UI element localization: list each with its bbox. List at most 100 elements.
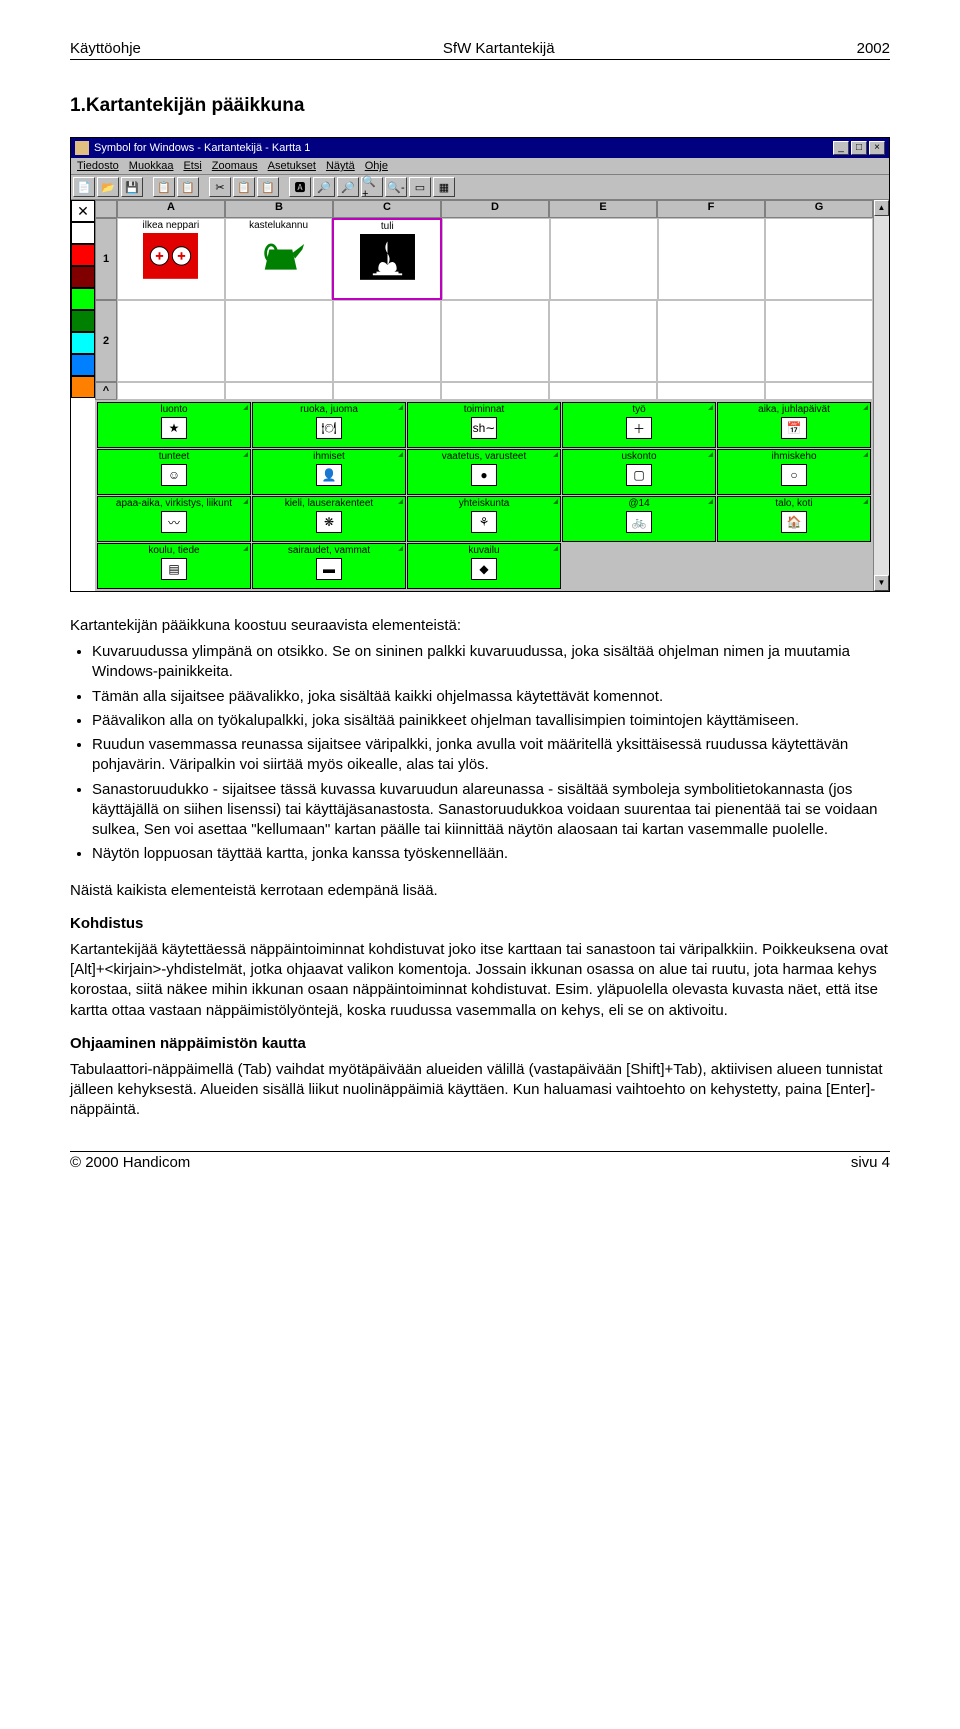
column-header: A bbox=[117, 200, 225, 218]
toolbar-button[interactable]: 📄 bbox=[73, 177, 95, 197]
vocab-cell[interactable]: vaatetus, varusteet● bbox=[407, 449, 561, 495]
grid-cell[interactable]: tuli bbox=[332, 218, 442, 300]
vocab-label: yhteiskunta bbox=[408, 498, 560, 509]
close-button[interactable]: × bbox=[869, 141, 885, 155]
grid-cell-empty[interactable] bbox=[333, 300, 441, 382]
scroll-down-icon[interactable]: ▼ bbox=[874, 575, 889, 591]
vocab-label: apaa-aika, virkistys, liikunt bbox=[98, 498, 250, 509]
vocab-cell[interactable]: kuvailu◆ bbox=[407, 543, 561, 589]
vocab-label: uskonto bbox=[563, 451, 715, 462]
grid-cell-empty[interactable] bbox=[117, 382, 225, 400]
grid-cell-empty[interactable] bbox=[441, 300, 549, 382]
toolbar-button[interactable]: 🔎 bbox=[337, 177, 359, 197]
vocab-label: @14 bbox=[563, 498, 715, 509]
toolbar-button[interactable]: 📋 bbox=[233, 177, 255, 197]
vocab-cell[interactable]: työ＋ bbox=[562, 402, 716, 448]
bullet-item: Näytön loppuosan täyttää kartta, jonka k… bbox=[92, 844, 890, 864]
vertical-scrollbar[interactable]: ▲ ▼ bbox=[873, 200, 889, 591]
grid-cell-empty[interactable] bbox=[441, 382, 549, 400]
toolbar-button[interactable]: 📋 bbox=[177, 177, 199, 197]
vocab-cell[interactable]: aika, juhlapäivät📅 bbox=[717, 402, 871, 448]
toolbar-button[interactable]: 📋 bbox=[153, 177, 175, 197]
toolbar-button[interactable]: 💾 bbox=[121, 177, 143, 197]
grid-cell-empty[interactable] bbox=[765, 300, 873, 382]
vocab-cell[interactable]: ihmiset👤 bbox=[252, 449, 406, 495]
menu-item[interactable]: Zoomaus bbox=[212, 160, 258, 172]
column-header: G bbox=[765, 200, 873, 218]
toolbar-button[interactable]: 📂 bbox=[97, 177, 119, 197]
toolbar-button[interactable]: ✂ bbox=[209, 177, 231, 197]
grid-cell-empty[interactable] bbox=[333, 382, 441, 400]
minimize-button[interactable]: _ bbox=[833, 141, 849, 155]
vocab-cell[interactable]: kieli, lauserakenteet❋ bbox=[252, 496, 406, 542]
color-swatch[interactable] bbox=[71, 376, 95, 398]
vocab-cell[interactable]: uskonto▢ bbox=[562, 449, 716, 495]
vocab-label: talo, koti bbox=[718, 498, 870, 509]
vocab-label: ruoka, juoma bbox=[253, 404, 405, 415]
toolbar-button[interactable]: 🔎 bbox=[313, 177, 335, 197]
menu-item[interactable]: Ohje bbox=[365, 160, 388, 172]
grid-cell-empty[interactable] bbox=[117, 300, 225, 382]
vocab-cell[interactable]: @14🚲 bbox=[562, 496, 716, 542]
vocab-cell[interactable]: sairaudet, vammat▬ bbox=[252, 543, 406, 589]
toolbar-button[interactable]: 🅰 bbox=[289, 177, 311, 197]
vocab-cell[interactable]: toiminnatsh∼ bbox=[407, 402, 561, 448]
section-title: 1.Kartantekijän pääikkuna bbox=[70, 95, 890, 117]
color-swatch[interactable] bbox=[71, 222, 95, 244]
grid-cell-empty[interactable] bbox=[549, 382, 657, 400]
color-swatch[interactable] bbox=[71, 354, 95, 376]
palette-clear[interactable]: ✕ bbox=[71, 200, 95, 222]
vocab-label: tunteet bbox=[98, 451, 250, 462]
color-swatch[interactable] bbox=[71, 288, 95, 310]
grid-cell-empty[interactable] bbox=[657, 382, 765, 400]
grid-cell[interactable] bbox=[765, 218, 873, 300]
menu-item[interactable]: Näytä bbox=[326, 160, 355, 172]
app-title: Symbol for Windows - Kartantekijä - Kart… bbox=[94, 142, 310, 154]
vocab-cell[interactable]: tunteet☺ bbox=[97, 449, 251, 495]
color-swatch[interactable] bbox=[71, 332, 95, 354]
grid-cell-empty[interactable] bbox=[765, 382, 873, 400]
cell-picture bbox=[251, 233, 306, 283]
toolbar-button[interactable]: ▭ bbox=[409, 177, 431, 197]
menu-item[interactable]: Etsi bbox=[183, 160, 201, 172]
menu-item[interactable]: Tiedosto bbox=[77, 160, 119, 172]
color-swatch[interactable] bbox=[71, 310, 95, 332]
vocab-cell[interactable]: talo, koti🏠 bbox=[717, 496, 871, 542]
grid-cell[interactable]: ilkea neppari bbox=[117, 218, 225, 300]
grid-cell[interactable] bbox=[550, 218, 658, 300]
vocab-cell[interactable]: apaa-aika, virkistys, liikunt 〰 bbox=[97, 496, 251, 542]
grid-cell-empty[interactable] bbox=[225, 300, 333, 382]
vocab-label: kieli, lauserakenteet bbox=[253, 498, 405, 509]
color-swatch[interactable] bbox=[71, 244, 95, 266]
grid-cell[interactable] bbox=[442, 218, 550, 300]
grid-cell-empty[interactable] bbox=[225, 382, 333, 400]
page-footer: © 2000 Handicom sivu 4 bbox=[70, 1151, 890, 1171]
vocab-icon: 〰 bbox=[161, 511, 187, 533]
toolbar-button[interactable]: 🔍- bbox=[385, 177, 407, 197]
color-palette[interactable]: ✕ bbox=[71, 200, 95, 591]
toolbar-button[interactable]: 📋 bbox=[257, 177, 279, 197]
menu-item[interactable]: Asetukset bbox=[268, 160, 316, 172]
vocab-cell[interactable]: yhteiskunta⚘ bbox=[407, 496, 561, 542]
vocab-cell[interactable]: luonto★ bbox=[97, 402, 251, 448]
grid-cell[interactable]: kastelukannu bbox=[225, 218, 333, 300]
column-header: D bbox=[441, 200, 549, 218]
toolbar-button[interactable]: ▦ bbox=[433, 177, 455, 197]
map-grid[interactable]: ABCDEFG 1 ilkea nepparikastelukannutuli … bbox=[95, 200, 873, 591]
grid-cell[interactable] bbox=[658, 218, 766, 300]
vocabulary-panel: luonto★ruoka, juoma🍽toiminnatsh∼työ＋aika… bbox=[95, 400, 873, 591]
scroll-up-icon[interactable]: ▲ bbox=[874, 200, 889, 216]
vocab-cell[interactable]: ihmiskeho○ bbox=[717, 449, 871, 495]
column-header: C bbox=[333, 200, 441, 218]
maximize-button[interactable]: □ bbox=[851, 141, 867, 155]
titlebar: Symbol for Windows - Kartantekijä - Kart… bbox=[71, 138, 889, 158]
menu-item[interactable]: Muokkaa bbox=[129, 160, 174, 172]
color-swatch[interactable] bbox=[71, 266, 95, 288]
grid-cell-empty[interactable] bbox=[657, 300, 765, 382]
subheading-kohdistus: Kohdistus bbox=[70, 915, 890, 932]
grid-cell-empty[interactable] bbox=[549, 300, 657, 382]
vocab-cell[interactable]: koulu, tiede▤ bbox=[97, 543, 251, 589]
toolbar-button[interactable]: 🔍+ bbox=[361, 177, 383, 197]
vocab-cell[interactable]: ruoka, juoma🍽 bbox=[252, 402, 406, 448]
paragraph-ohjaaminen: Tabulaattori-näppäimellä (Tab) vaihdat m… bbox=[70, 1060, 890, 1121]
